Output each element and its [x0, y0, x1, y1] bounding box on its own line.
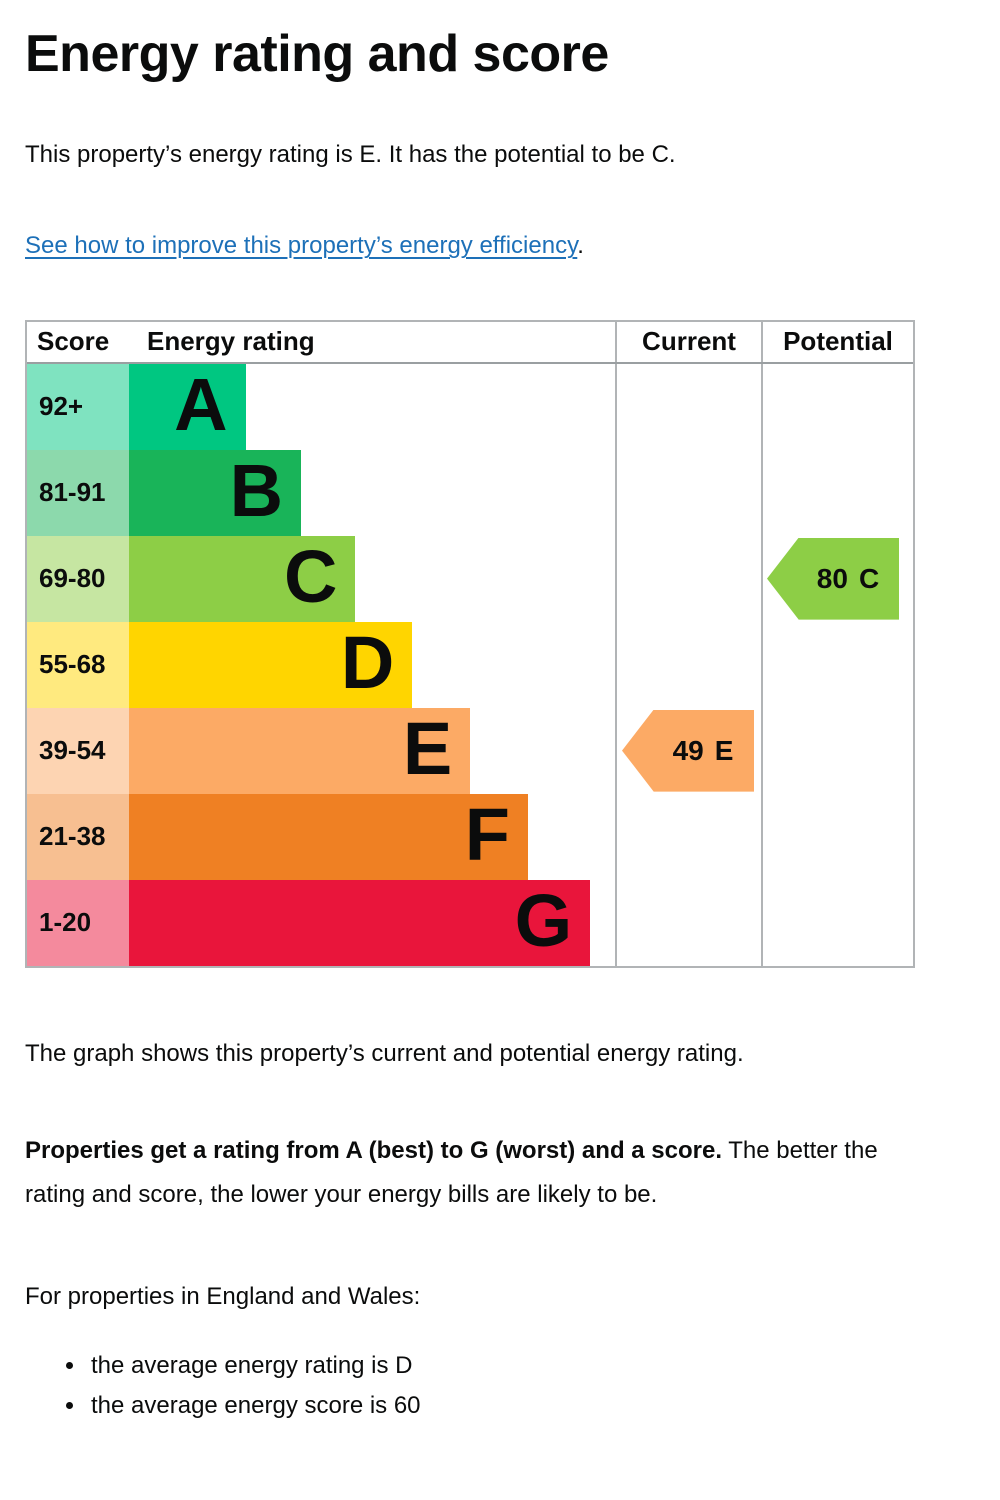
band-row-a: 92+ A — [27, 362, 913, 450]
potential-cell-a — [761, 363, 913, 450]
current-cell-c — [615, 535, 761, 622]
band-bar-e: E — [129, 706, 471, 794]
band-row-g: 1-20 G — [27, 878, 913, 966]
score-range-a: 92+ — [27, 363, 129, 450]
potential-cell-e — [761, 707, 913, 794]
potential-cell-c: 80 C — [761, 535, 913, 622]
band-letter-e: E — [402, 706, 453, 790]
rating-explainer-rest: The better the rating and score, the low… — [25, 1136, 878, 1208]
band-row-c: 69-80 C 80 C — [27, 534, 913, 622]
potential-rating-arrow: 80 C — [767, 537, 899, 620]
graph-caption: The graph shows this property’s current … — [25, 1039, 744, 1067]
score-range-b: 81-91 — [27, 449, 129, 536]
band-letter-f: F — [464, 792, 510, 876]
header-current: Current — [615, 321, 761, 362]
band-letter-g: G — [514, 878, 573, 962]
improve-link-line: See how to improve this property’s energ… — [25, 230, 975, 261]
potential-cell-b — [761, 449, 913, 536]
intro-text: This property’s energy rating is E. It h… — [25, 141, 676, 169]
band-bar-g: G — [129, 878, 591, 966]
band-bar-a: A — [129, 362, 246, 450]
header-potential: Potential — [761, 321, 913, 362]
potential-cell-d — [761, 621, 913, 708]
current-cell-b — [615, 449, 761, 536]
rating-explainer-bold: Properties get a rating from A (best) to… — [25, 1136, 722, 1164]
band-bar-c: C — [129, 534, 356, 622]
band-row-e: 39-54 E 49 E — [27, 706, 913, 794]
band-letter-b: B — [229, 448, 284, 532]
header-score: Score — [37, 326, 110, 357]
band-row-b: 81-91 B — [27, 448, 913, 536]
score-range-g: 1-20 — [27, 879, 129, 966]
band-bar-cell-b: B — [129, 448, 615, 536]
link-suffix: . — [577, 232, 584, 260]
score-range-e: 39-54 — [27, 707, 129, 794]
current-cell-d — [615, 621, 761, 708]
england-wales-heading: For properties in England and Wales: — [25, 1282, 421, 1310]
band-bar-cell-e: E — [129, 706, 615, 794]
potential-rating-arrow-score: 80 — [816, 562, 848, 594]
epc-header-row: Score Energy rating Current Potential — [27, 321, 913, 364]
band-letter-d: D — [340, 620, 395, 704]
band-row-f: 21-38 F — [27, 792, 913, 880]
band-bar-b: B — [129, 448, 302, 536]
band-bar-cell-d: D — [129, 620, 615, 708]
band-bar-d: D — [129, 620, 413, 708]
epc-chart-table: Score Energy rating Current Potential 92… — [25, 319, 915, 968]
improve-efficiency-link[interactable]: See how to improve this property’s energ… — [25, 232, 578, 260]
epc-band-rows: 92+ A 81-91 B 69-80 C 80 C 55-68 D 39-54 E 49 E 21-38 F… — [27, 362, 913, 966]
band-bar-cell-f: F — [129, 792, 615, 880]
current-cell-g — [615, 879, 761, 966]
list-item: the average energy score is 60 — [87, 1386, 975, 1426]
header-rating: Energy rating — [147, 326, 315, 357]
band-bar-cell-g: G — [129, 878, 615, 966]
potential-rating-arrow-letter: C — [858, 562, 880, 594]
band-letter-c: C — [284, 534, 338, 618]
current-rating-arrow-letter: E — [714, 734, 734, 766]
band-bar-f: F — [129, 792, 528, 880]
page-title: Energy rating and score — [25, 25, 609, 83]
band-bar-cell-a: A — [129, 362, 615, 450]
current-cell-f — [615, 793, 761, 880]
average-facts-list: the average energy rating is D the avera… — [25, 1346, 975, 1426]
band-row-d: 55-68 D — [27, 620, 913, 708]
current-cell-a — [615, 363, 761, 450]
score-range-d: 55-68 — [27, 621, 129, 708]
epc-page: Energy rating and score This property’s … — [0, 0, 1000, 1426]
list-item: the average energy rating is D — [87, 1346, 975, 1386]
current-cell-e: 49 E — [615, 707, 761, 794]
band-bar-cell-c: C — [129, 534, 615, 622]
current-rating-arrow-score: 49 — [672, 734, 704, 766]
potential-cell-f — [761, 793, 913, 880]
potential-cell-g — [761, 879, 913, 966]
rating-explainer: Properties get a rating from A (best) to… — [25, 1129, 935, 1217]
score-range-f: 21-38 — [27, 793, 129, 880]
score-range-c: 69-80 — [27, 535, 129, 622]
band-letter-a: A — [174, 362, 228, 446]
current-rating-arrow: 49 E — [622, 709, 754, 792]
